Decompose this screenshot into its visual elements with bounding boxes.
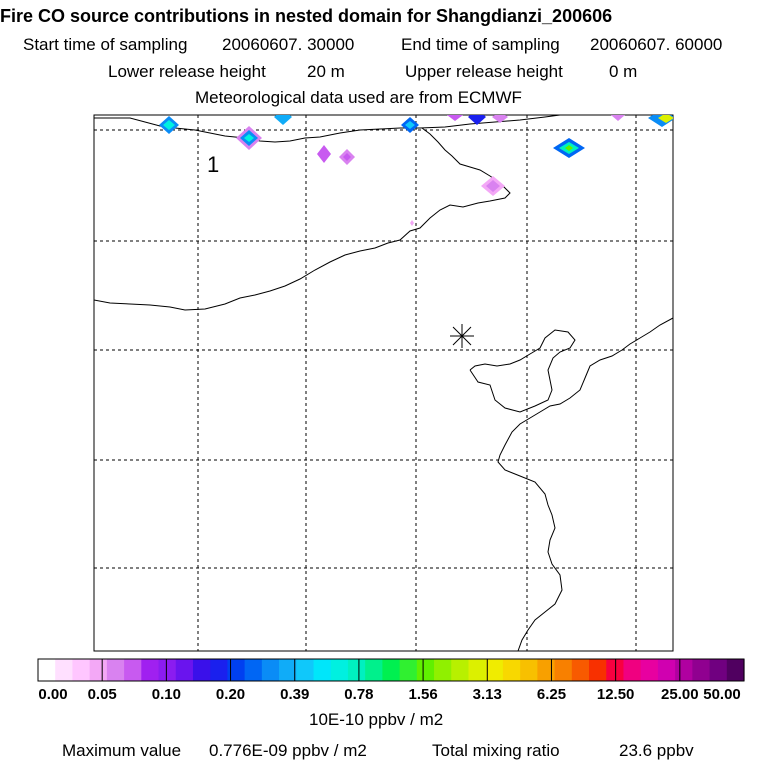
colorbar-cell <box>382 659 401 681</box>
colorbar-tick-label: 50.00 <box>703 686 741 703</box>
coast-east <box>497 317 673 651</box>
colorbar-cell <box>520 659 538 681</box>
colorbar-cell <box>537 659 556 681</box>
plume-small2 <box>339 149 355 165</box>
coast-bay <box>94 127 511 311</box>
colorbar-cell <box>571 659 590 681</box>
colorbar-cell <box>210 659 229 681</box>
start-time-label: Start time of sampling <box>23 35 188 54</box>
map-frame <box>93 114 674 652</box>
colorbar-cell <box>675 659 693 681</box>
colorbar-cell <box>261 659 280 681</box>
colorbar-tick-label: 3.13 <box>472 686 502 703</box>
colorbar-cell <box>89 659 108 681</box>
colorbar-cell <box>279 659 297 681</box>
colorbar-cell <box>175 659 194 681</box>
colorbar-cell <box>554 659 573 681</box>
colorbar-tick-label: 25.00 <box>661 686 699 703</box>
colorbar-tick-label: 0.05 <box>87 686 117 703</box>
receptor-star-marker <box>450 324 474 348</box>
colorbar-cell <box>657 659 676 681</box>
colorbar-cell <box>158 659 177 681</box>
plume-top1 <box>274 115 292 125</box>
colorbar-tick-label: 0.10 <box>151 686 181 703</box>
colorbar-cell <box>726 659 745 681</box>
max-value: 0.776E-09 ppbv / m2 <box>209 741 367 760</box>
plume-small1 <box>317 145 331 163</box>
colorbar-cell <box>296 659 315 681</box>
colorbar-tick-label: 6.25 <box>536 686 567 703</box>
colorbar-cell <box>347 659 366 681</box>
colorbar-cell <box>330 659 349 681</box>
upper-release-value: 0 m <box>609 62 638 81</box>
plume-mid <box>236 126 262 150</box>
end-time-value: 20060607. 60000 <box>590 35 723 54</box>
plume-green <box>553 138 585 158</box>
colorbar-cell <box>72 659 91 681</box>
met-data-note: Meteorological data used are from ECMWF <box>195 88 522 107</box>
colorbar-cell <box>106 659 125 681</box>
total-mixing-value: 23.6 ppbv <box>619 741 694 760</box>
colorbar-cell <box>451 659 470 681</box>
plume-top-right3 <box>492 115 508 123</box>
start-time-value: 20060607. 30000 <box>222 35 355 54</box>
colorbar-tick-label: 0.39 <box>280 686 310 703</box>
colorbar-cell <box>502 659 521 681</box>
colorbar-cell <box>692 659 711 681</box>
total-mixing-label: Total mixing ratio <box>432 741 560 760</box>
emission-plumes <box>159 115 673 226</box>
colorbar-cells <box>38 659 745 681</box>
grid-label: 1 <box>207 152 219 177</box>
max-value-label: Maximum value <box>62 741 182 760</box>
colorbar-cell <box>709 659 728 681</box>
colorbar-cell <box>38 659 56 681</box>
chart-title: Fire CO source contributions in nested d… <box>0 6 613 26</box>
colorbar-cell <box>192 659 211 681</box>
coast-peninsula <box>469 329 576 413</box>
colorbar-units: 10E-10 ppbv / m2 <box>309 710 444 729</box>
plume-edge2 <box>611 115 625 121</box>
lower-release-label: Lower release height <box>108 62 266 81</box>
colorbar-cell <box>244 659 263 681</box>
colorbar-cell <box>623 659 642 681</box>
plume-pink <box>481 176 505 196</box>
colorbar-cell <box>141 659 160 681</box>
colorbar-cell <box>227 659 246 681</box>
colorbar-tick-label: 0.78 <box>344 686 374 703</box>
colorbar-cell <box>485 659 504 681</box>
plume-center <box>401 117 419 133</box>
colorbar-tick-label: 0.20 <box>215 686 246 703</box>
colorbar-tick-label: 1.56 <box>408 686 438 703</box>
colorbar-cell <box>589 659 607 681</box>
colorbar-tick-label: 0.00 <box>38 686 68 703</box>
colorbar-cell <box>313 659 332 681</box>
plume-top-right <box>468 115 486 125</box>
upper-release-label: Upper release height <box>405 62 563 81</box>
colorbar-cell <box>434 659 452 681</box>
colorbar-cell <box>55 659 74 681</box>
plume-left <box>159 116 179 134</box>
colorbar-cell <box>640 659 659 681</box>
colorbar-cell <box>416 659 435 681</box>
colorbar-cell <box>124 659 142 681</box>
colorbar-cell <box>468 659 487 681</box>
plume-edge <box>648 115 673 127</box>
lower-release-value: 20 m <box>307 62 345 81</box>
colorbar-cell <box>365 659 383 681</box>
colorbar-cell <box>399 659 418 681</box>
plume-top-right2 <box>447 115 463 121</box>
colorbar-tick-label: 12.50 <box>596 686 635 703</box>
end-time-label: End time of sampling <box>401 35 560 54</box>
coastlines <box>94 115 673 651</box>
plume-dot <box>410 220 414 226</box>
colorbar-frame <box>37 658 745 682</box>
